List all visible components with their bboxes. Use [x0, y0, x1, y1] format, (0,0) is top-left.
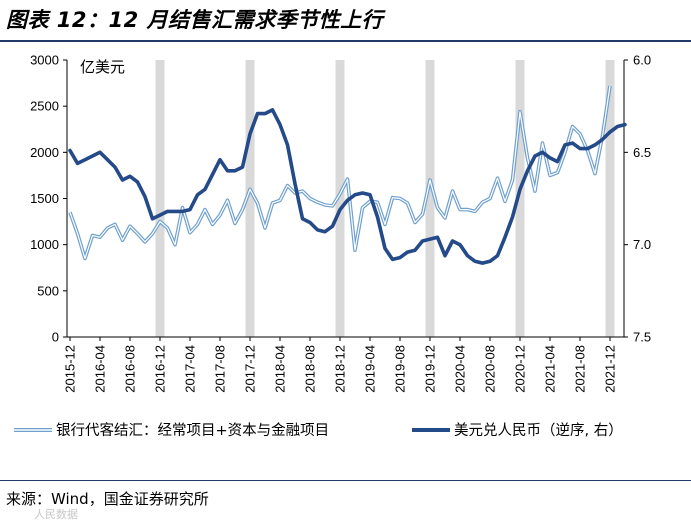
figure-title: 图表 12：12 月结售汇需求季节性上行: [6, 8, 384, 32]
x-tick-label: 2019-04: [363, 345, 378, 393]
x-tick-label: 2017-04: [183, 345, 198, 393]
x-tick-label: 2018-04: [273, 345, 288, 393]
title-divider: [0, 40, 691, 42]
x-tick-label: 2020-08: [483, 345, 498, 393]
legend-label-settlement: 银行代客结汇：经常项目+资本与金融项目: [56, 422, 329, 439]
seasonal-shading-group: [155, 60, 615, 337]
series-settlement-inner: [69, 85, 611, 260]
x-tick-label: 2019-08: [393, 345, 408, 393]
x-tick-label: 2016-08: [123, 345, 138, 393]
x-tick-label: 2019-12: [423, 345, 438, 393]
x-tick-label: 2016-12: [153, 345, 168, 393]
right-tick-label: 6.0: [633, 53, 651, 68]
source-note: 来源：Wind，国金证券研究所: [6, 490, 209, 508]
x-tick-label: 2018-12: [333, 345, 348, 393]
shade-band-2017-12: [245, 60, 255, 337]
shade-band-2019-12: [425, 60, 435, 337]
series-group: [68, 85, 627, 265]
left-axis-ticks: 0 500 1000 1500 2000 2500 3000: [30, 53, 67, 345]
x-tick-label: 2015-12: [63, 345, 78, 393]
x-tick-label: 2021-08: [573, 345, 588, 393]
shade-band-2016-12: [155, 60, 165, 337]
left-tick-label: 500: [37, 283, 59, 298]
right-tick-label: 7.5: [633, 330, 651, 345]
watermark-text: 人民数据: [34, 508, 78, 521]
legend: 银行代客结汇：经常项目+资本与金融项目 美元兑人民币（逆序, 右）: [14, 422, 623, 439]
x-tick-label: 2018-08: [303, 345, 318, 393]
x-axis-ticks: 2015-12 2016-04 2016-08 2016-12 2017-04 2017-…: [63, 337, 618, 393]
x-tick-label: 2017-12: [243, 345, 258, 393]
x-tick-label: 2020-04: [453, 345, 468, 393]
right-tick-label: 7.0: [633, 237, 651, 252]
shade-band-2018-12: [335, 60, 345, 337]
left-tick-label: 3000: [30, 53, 59, 68]
source-divider: [0, 480, 691, 481]
x-tick-label: 2020-12: [513, 345, 528, 393]
series-usdcny: [68, 108, 627, 265]
x-tick-label: 2021-04: [543, 345, 558, 393]
left-axis-unit: 亿美元: [80, 58, 125, 76]
left-tick-label: 2500: [30, 99, 59, 114]
shade-band-2021-12: [605, 60, 615, 337]
left-tick-label: 2000: [30, 145, 59, 160]
x-tick-label: 2021-12: [603, 345, 618, 393]
x-tick-label: 2017-08: [213, 345, 228, 393]
shade-band-2020-12: [515, 60, 525, 337]
fx-settlement-chart: 0 500 1000 1500 2000 2500 3000 6.0 6.5 7.0 7.5 20…: [14, 53, 651, 439]
x-tick-label: 2016-04: [93, 345, 108, 393]
left-tick-label: 0: [52, 330, 59, 345]
legend-label-usdcny: 美元兑人民币（逆序, 右）: [454, 422, 623, 439]
left-tick-label: 1500: [30, 191, 59, 206]
left-tick-label: 1000: [30, 237, 59, 252]
right-axis-ticks: 6.0 6.5 7.0 7.5: [624, 53, 651, 345]
right-tick-label: 6.5: [633, 145, 651, 160]
